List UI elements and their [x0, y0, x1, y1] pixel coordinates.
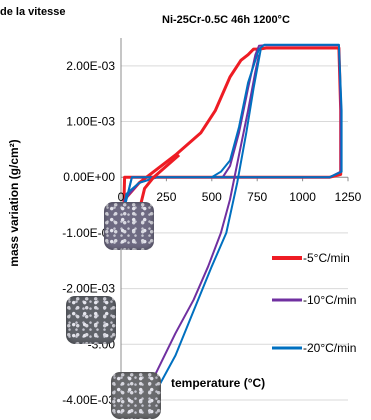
series-line-6 — [137, 153, 181, 211]
sample-photo-3 — [111, 372, 161, 419]
legend-label: -5°C/min — [303, 251, 350, 265]
x-tick-label: 1000 — [289, 190, 316, 204]
x-tick-labels: 0 250 500 750 1000 1250 — [118, 190, 362, 204]
x-tick-label: 500 — [202, 190, 222, 204]
series-lines — [122, 43, 343, 390]
y-tick-label: 0.00E+00 — [63, 170, 115, 184]
legend: -5°C/min -10°C/min -20°C/min — [272, 251, 356, 355]
y-tick-label: -1.00E-03 — [62, 226, 115, 240]
y-tick-label: 1.00E-03 — [66, 115, 115, 129]
sample-photo-2 — [66, 296, 116, 344]
series-line-4 — [152, 54, 260, 379]
x-tick-label: 1250 — [335, 190, 362, 204]
x-tick-label: 250 — [156, 190, 176, 204]
y-tick-labels: 2.00E-03 1.00E-03 0.00E+00 -1.00E-03 -2.00E-… — [62, 59, 115, 407]
sample-photo-1 — [104, 202, 154, 250]
x-tick-label: 750 — [247, 190, 267, 204]
y-tick-label: -2.00E-03 — [62, 282, 115, 296]
page-title: de la vitesse — [0, 6, 66, 18]
legend-label: -20°C/min — [303, 341, 356, 355]
x-axis-label: temperature (°C) — [171, 376, 266, 390]
series-line-5 — [156, 48, 262, 390]
legend-label: -10°C/min — [303, 293, 356, 307]
y-tick-label: -4.00E-03 — [62, 393, 115, 407]
chart-title: Ni-25Cr-0.5C 46h 1200°C — [162, 14, 290, 26]
x-tick-label: 0 — [118, 190, 125, 204]
series-line-3 — [122, 43, 343, 211]
y-tick-label: 2.00E-03 — [66, 59, 115, 73]
